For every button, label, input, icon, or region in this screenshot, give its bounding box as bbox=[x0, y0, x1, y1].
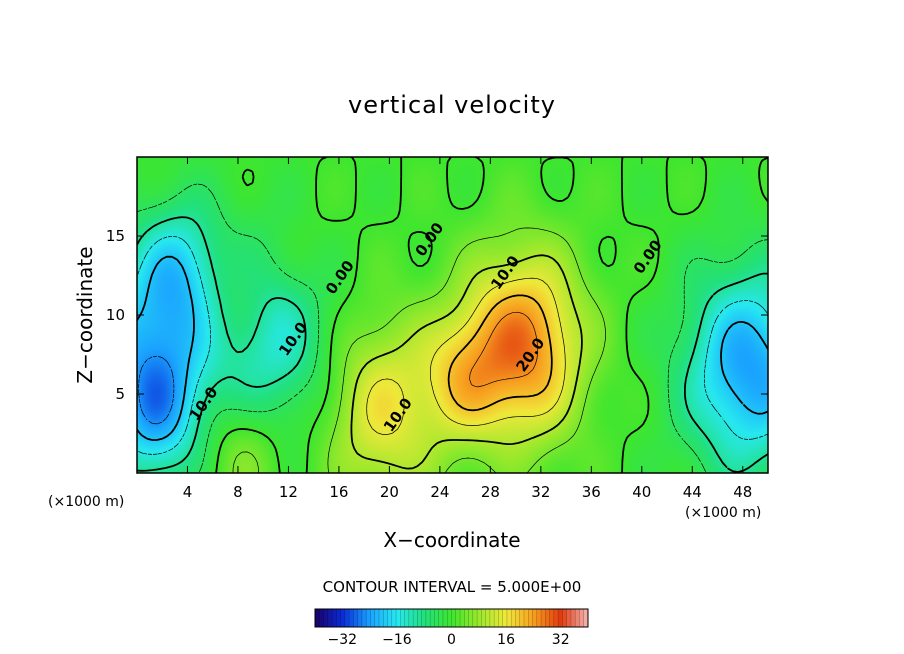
x-axis-ticks: 4 8 12 16 20 24 28 32 36 40 44 48 bbox=[183, 157, 752, 501]
contour-level-10 bbox=[350, 254, 583, 470]
colorbar-tick-label: −32 bbox=[328, 632, 358, 648]
x-tick-label: 32 bbox=[531, 483, 550, 501]
contour-level--25 bbox=[138, 355, 175, 425]
y-axis-ticks: 15 10 5 bbox=[106, 227, 768, 403]
colorbar-tick-label: 32 bbox=[552, 632, 570, 648]
x-tick-label: 44 bbox=[683, 483, 702, 501]
y-axis-label: Z−coordinate bbox=[73, 246, 97, 383]
colorbar-tick-label: 16 bbox=[497, 632, 515, 648]
x-tick-label: 20 bbox=[380, 483, 399, 501]
x-tick-label: 4 bbox=[183, 483, 193, 501]
chart-title: vertical velocity bbox=[348, 91, 556, 119]
contour-level-25 bbox=[469, 311, 539, 388]
y-tick-label: 10 bbox=[106, 306, 125, 324]
x-tick-label: 24 bbox=[430, 483, 449, 501]
x-tick-label: 16 bbox=[329, 483, 348, 501]
x-unit-left: (×1000 m) bbox=[48, 494, 124, 510]
colorbar-frame bbox=[314, 608, 589, 628]
x-tick-label: 36 bbox=[582, 483, 601, 501]
colorbar-ticks: −32 −16 0 16 32 bbox=[319, 609, 584, 648]
y-tick-label: 5 bbox=[115, 385, 125, 403]
contour-level--5 bbox=[137, 183, 768, 473]
colorbar: −32 −16 0 16 32 bbox=[314, 608, 589, 648]
x-axis-label: X−coordinate bbox=[383, 528, 520, 552]
contour-level-5 bbox=[232, 227, 606, 473]
contour-lines bbox=[137, 157, 768, 473]
colorbar-tick-label: −16 bbox=[382, 632, 412, 648]
x-tick-label: 12 bbox=[279, 483, 298, 501]
x-unit-right: (×1000 m) bbox=[685, 505, 761, 521]
contour-level-15 bbox=[366, 277, 566, 435]
x-tick-label: 8 bbox=[233, 483, 243, 501]
x-tick-label: 48 bbox=[733, 483, 752, 501]
colorbar-gradient bbox=[315, 609, 588, 627]
contour-level-0 bbox=[215, 157, 768, 473]
colorbar-tick-label: 0 bbox=[447, 632, 456, 648]
x-tick-label: 28 bbox=[481, 483, 500, 501]
contour-level--10 bbox=[137, 216, 768, 473]
x-tick-label: 40 bbox=[632, 483, 651, 501]
contour-level-20 bbox=[447, 294, 553, 412]
y-tick-label: 15 bbox=[106, 227, 125, 245]
contour-interval-label: CONTOUR INTERVAL = 5.000E+00 bbox=[323, 578, 582, 596]
contour-level--20 bbox=[137, 255, 768, 441]
contour-level--15 bbox=[137, 235, 768, 455]
